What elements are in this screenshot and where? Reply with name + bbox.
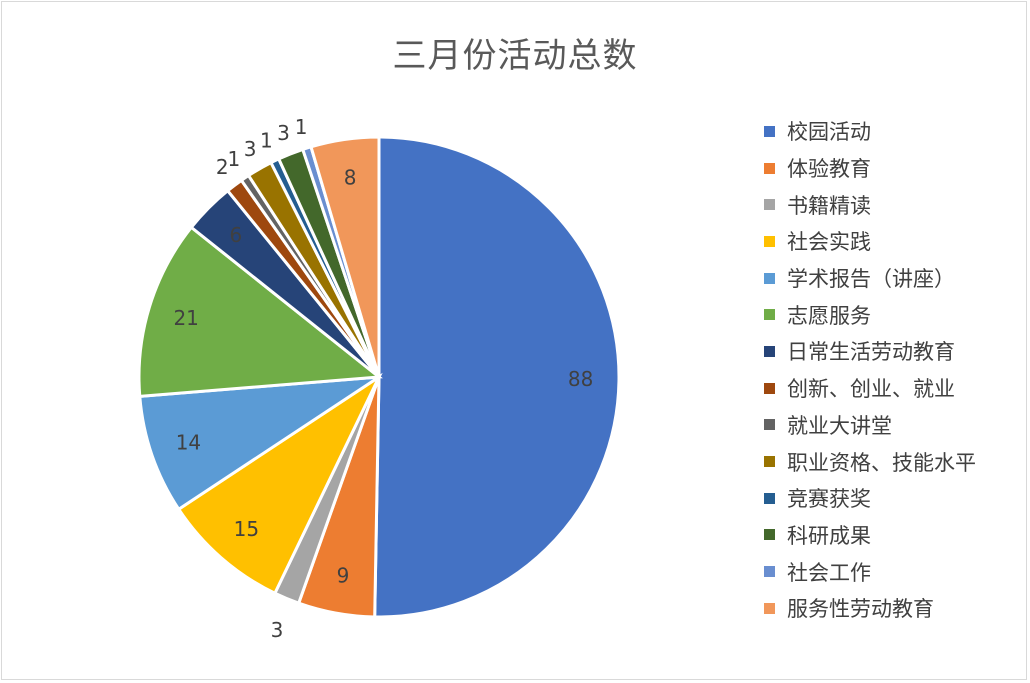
legend-item: 服务性劳动教育 — [764, 590, 976, 627]
data-label-7: 2 — [216, 155, 229, 179]
legend-item: 校园活动 — [764, 113, 976, 150]
legend-swatch — [764, 382, 775, 394]
data-label-3: 15 — [234, 517, 259, 541]
pie-slice-13 — [309, 135, 381, 378]
legend-swatch — [764, 235, 775, 247]
data-label-6: 6 — [229, 223, 242, 247]
pie-slice-3 — [176, 372, 383, 596]
legend-swatch — [764, 125, 775, 137]
data-label-1: 9 — [337, 563, 350, 587]
legend-label: 书籍精读 — [787, 193, 871, 218]
legend-label: 职业资格、技能水平 — [787, 450, 976, 475]
legend-swatch — [764, 272, 775, 284]
legend-swatch — [764, 199, 775, 211]
data-label-0: 88 — [568, 367, 593, 391]
legend-swatch — [764, 309, 775, 321]
legend-label: 科研成果 — [787, 523, 871, 548]
legend-label: 校园活动 — [787, 120, 871, 145]
legend-item: 职业资格、技能水平 — [764, 443, 976, 480]
legend-label: 创新、创业、就业 — [787, 377, 955, 402]
legend-swatch — [764, 456, 775, 468]
data-label-5: 21 — [173, 306, 198, 330]
legend-label: 日常生活劳动教育 — [787, 340, 955, 365]
legend-item: 科研成果 — [764, 517, 976, 554]
legend-item: 体验教育 — [764, 150, 976, 187]
data-label-8: 1 — [227, 147, 240, 171]
legend: 校园活动体验教育书籍精读社会实践学术报告（讲座） 志愿服务日常生活劳动教育 创新、创… — [764, 113, 976, 627]
legend-label: 社会工作 — [787, 560, 871, 585]
legend-item: 创新、创业、就业 — [764, 370, 976, 407]
legend-label: 社会实践 — [787, 230, 871, 255]
legend-swatch — [764, 602, 775, 614]
data-label-9: 3 — [244, 137, 257, 161]
legend-swatch — [764, 345, 775, 357]
data-label-4: 14 — [176, 431, 201, 455]
legend-item: 学术报告（讲座） — [764, 260, 976, 297]
legend-swatch — [764, 419, 775, 431]
legend-item: 就业大讲堂 — [764, 407, 976, 444]
legend-label: 就业大讲堂 — [787, 413, 892, 438]
data-label-11: 3 — [277, 121, 290, 145]
legend-item: 社会工作 — [764, 553, 976, 590]
legend-label: 志愿服务 — [787, 303, 871, 328]
legend-label: 竞赛获奖 — [787, 487, 871, 512]
legend-label: 学术报告（讲座） — [787, 267, 955, 292]
legend-item: 社会实践 — [764, 223, 976, 260]
chart-title: 三月份活动总数 — [392, 36, 638, 76]
legend-swatch — [764, 492, 775, 504]
legend-swatch — [764, 162, 775, 174]
legend-swatch — [764, 529, 775, 541]
legend-item: 书籍精读 — [764, 186, 976, 223]
legend-item: 志愿服务 — [764, 296, 976, 333]
legend-item: 竞赛获奖 — [764, 480, 976, 517]
data-label-2: 3 — [271, 618, 284, 642]
data-label-13: 8 — [344, 165, 357, 189]
legend-swatch — [764, 566, 775, 578]
legend-label: 服务性劳动教育 — [787, 597, 934, 622]
data-label-12: 1 — [295, 115, 308, 139]
data-label-10: 1 — [260, 129, 273, 153]
pie-slice-5 — [137, 225, 383, 398]
legend-label: 体验教育 — [787, 157, 871, 182]
pie-slice-4 — [138, 375, 380, 512]
legend-item: 日常生活劳动教育 — [764, 333, 976, 370]
pie-slice-0 — [373, 135, 621, 619]
